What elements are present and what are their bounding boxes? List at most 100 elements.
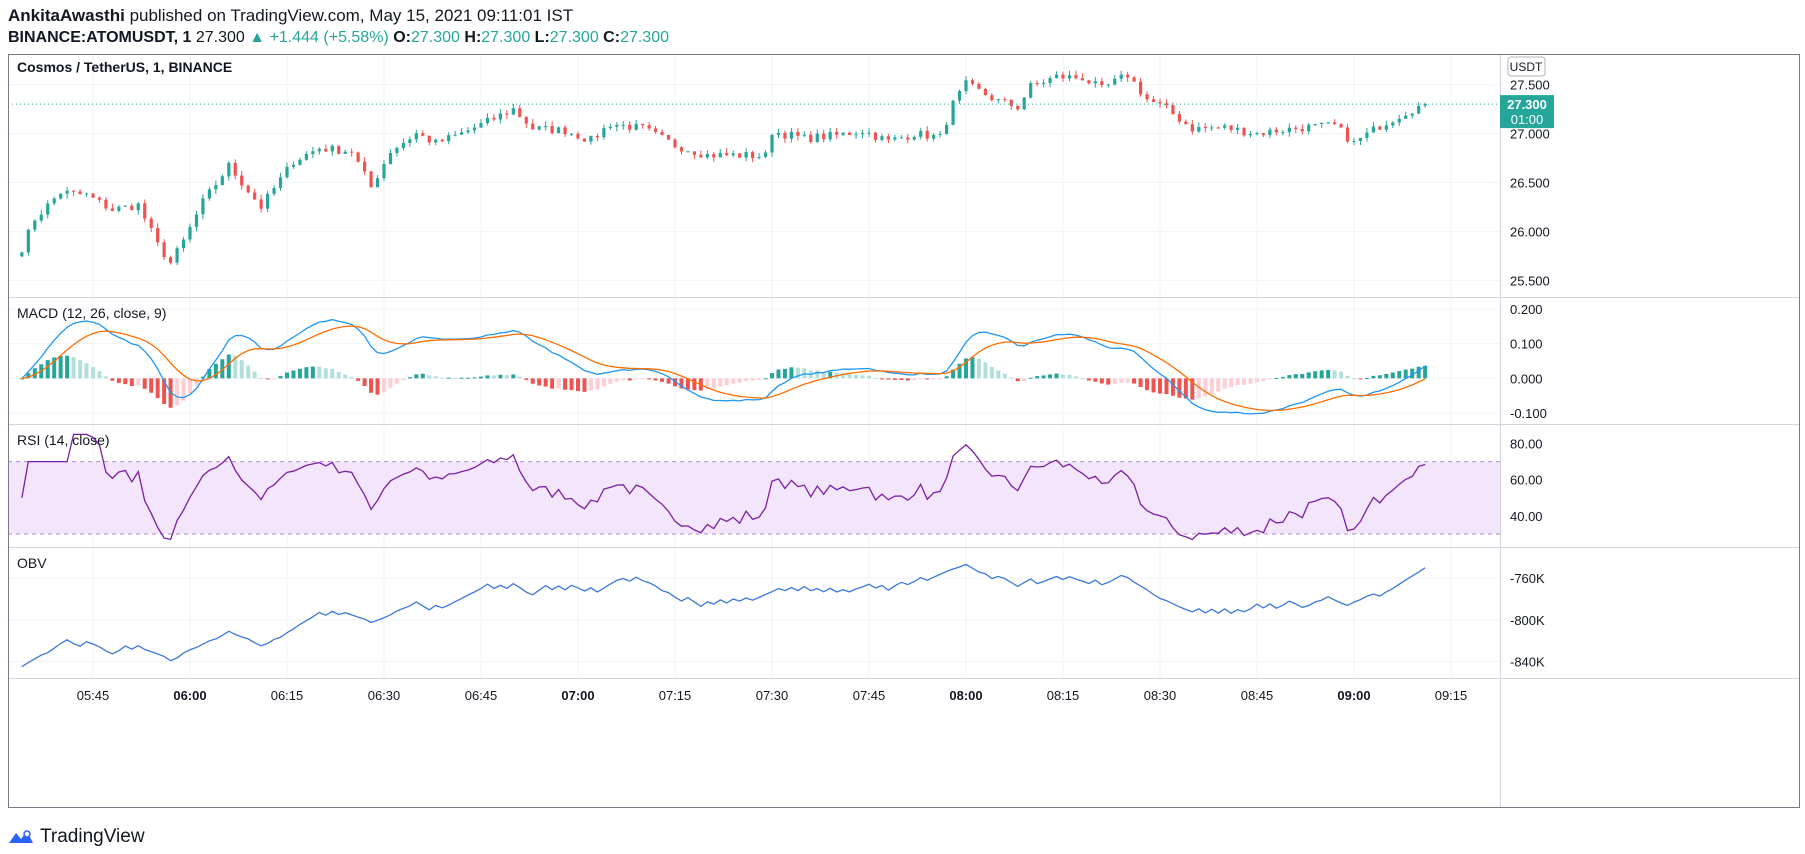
open-label: O: <box>393 29 411 46</box>
time-tick-label: 09:00 <box>1337 688 1370 703</box>
candle-body <box>815 133 819 143</box>
candle-body <box>725 152 729 156</box>
macd-tick-label: 0.100 <box>1510 337 1543 352</box>
macd-histogram-bar <box>259 378 264 380</box>
macd-histogram-bar <box>685 378 690 390</box>
candle-body <box>240 175 244 186</box>
macd-histogram-bar <box>123 378 128 385</box>
time-tick-label: 08:15 <box>1047 688 1080 703</box>
candle-body <box>1352 140 1356 142</box>
candle-body <box>84 193 89 195</box>
candle-body <box>1029 83 1033 98</box>
candle-body <box>1410 113 1414 116</box>
countdown-label: 01:00 <box>1511 112 1544 127</box>
macd-histogram-bar <box>26 373 31 379</box>
macd-histogram-bar <box>291 370 296 379</box>
candle-body <box>1397 118 1401 123</box>
tradingview-brand: TradingView <box>40 826 145 847</box>
candle-body <box>194 214 199 227</box>
macd-histogram-bar <box>931 378 936 380</box>
candle-body <box>757 156 761 158</box>
tradingview-logo-icon <box>9 830 33 843</box>
candle-body <box>466 130 470 133</box>
macd-histogram-bar <box>369 378 374 393</box>
macd-histogram-bar <box>815 370 820 379</box>
candle-body <box>744 152 748 158</box>
macd-histogram-bar <box>1274 378 1279 380</box>
macd-histogram-bar <box>97 371 102 379</box>
candle-body <box>472 127 477 131</box>
candle-body <box>207 189 211 199</box>
candle-body <box>841 132 845 135</box>
candle-body <box>156 227 160 243</box>
candle-body <box>945 124 949 134</box>
candle-body <box>996 99 1000 101</box>
macd-histogram-bar <box>530 378 535 384</box>
candle-body <box>563 127 567 135</box>
price-tick-label: 26.000 <box>1510 224 1550 239</box>
macd-histogram-bar <box>640 378 645 380</box>
macd-histogram-bar <box>679 378 684 389</box>
obv-tick-label: -840K <box>1510 654 1545 669</box>
macd-histogram-bar <box>336 372 341 379</box>
candle-body <box>1003 99 1007 101</box>
candle-body <box>233 162 237 176</box>
tradingview-footer[interactable]: TradingView <box>8 826 145 848</box>
candle-body <box>188 226 192 240</box>
macd-histogram-bar <box>627 378 632 381</box>
candle-body <box>899 137 903 139</box>
price-tick-label: 25.500 <box>1510 273 1550 288</box>
rsi-band <box>8 461 1500 534</box>
candle-body <box>660 131 664 135</box>
macd-histogram-bar <box>1080 378 1085 380</box>
macd-histogram-bar <box>1416 366 1421 379</box>
macd-histogram-bar <box>970 357 975 379</box>
candle-body <box>828 131 832 140</box>
candle-body <box>72 190 76 192</box>
macd-histogram-bar <box>763 378 768 380</box>
macd-tick-label: 0.000 <box>1510 371 1543 386</box>
candle-body <box>699 154 703 158</box>
macd-histogram-bar <box>420 373 425 379</box>
candle-body <box>932 134 936 139</box>
candle-body <box>641 123 645 126</box>
candle-body <box>227 162 231 177</box>
rsi-line <box>21 433 1426 541</box>
macd-histogram-bar <box>362 378 367 386</box>
macd-histogram-bar <box>724 378 729 386</box>
candle-body <box>1145 94 1149 100</box>
macd-histogram-bar <box>511 374 516 379</box>
candle-body <box>1164 103 1169 106</box>
macd-histogram-bar <box>1009 377 1014 379</box>
symbol-name: BINANCE:ATOMUSDT, 1 <box>8 29 192 46</box>
candle-body <box>162 242 166 258</box>
macd-histogram-bar <box>524 378 529 380</box>
macd-histogram-bar <box>964 358 968 379</box>
macd-histogram-bar <box>504 375 509 379</box>
macd-histogram-bar <box>498 374 503 379</box>
macd-histogram-bar <box>472 377 477 379</box>
candle-body <box>666 134 671 140</box>
macd-histogram-bar <box>692 378 697 391</box>
macd-histogram-bar <box>1267 378 1272 380</box>
macd-histogram-bar <box>181 378 186 401</box>
candle-body <box>20 252 24 257</box>
chart-canvas[interactable]: 27.500 27.000 26.500 26.000 25.500 Cosmos / T… <box>8 54 1800 808</box>
macd-histogram-bar <box>873 377 878 379</box>
candle-body <box>1281 132 1285 134</box>
candle-body <box>634 123 638 130</box>
macd-histogram-bar <box>1371 375 1376 379</box>
time-tick-label: 08:45 <box>1241 688 1274 703</box>
candle-body <box>414 133 418 140</box>
macd-histogram-bar <box>246 365 251 379</box>
candle-body <box>401 142 405 148</box>
author-name[interactable]: AnkitaAwasthi <box>8 6 125 25</box>
candle-body <box>1378 126 1382 130</box>
candle-body <box>375 178 380 188</box>
macd-histogram-bar <box>265 378 270 380</box>
candle-body <box>33 220 37 230</box>
macd-histogram-bar <box>84 363 89 379</box>
macd-histogram-bar <box>1022 378 1027 381</box>
macd-histogram-bar <box>1255 378 1259 383</box>
candle-body <box>783 132 787 139</box>
